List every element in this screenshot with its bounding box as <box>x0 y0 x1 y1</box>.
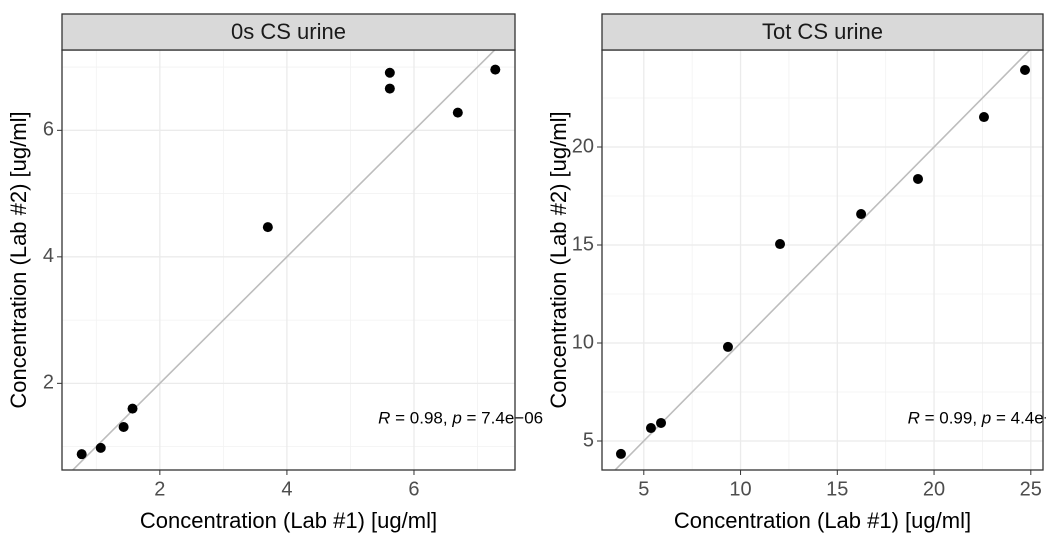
strip <box>61 13 516 51</box>
data-point <box>645 423 656 434</box>
x-tick-label: 25 <box>1020 478 1042 500</box>
x-tick-label: 15 <box>826 478 848 500</box>
data-point <box>490 64 501 75</box>
data-point <box>384 67 395 78</box>
strip <box>601 13 1044 51</box>
data-point <box>262 222 273 233</box>
data-point <box>118 421 129 432</box>
x-tick-label: 4 <box>281 478 292 500</box>
x-tick-label: 6 <box>408 478 419 500</box>
data-point <box>384 83 395 94</box>
y-tick-label: 10 <box>572 331 594 353</box>
strip-title: Tot CS urine <box>762 19 883 44</box>
y-tick-label: 2 <box>43 372 54 394</box>
identity-line <box>614 50 1031 470</box>
x-axis-title: Concentration (Lab #1) [ug/ml] <box>674 508 971 533</box>
y-axis-title: Concentration (Lab #2) [ug/ml] <box>546 111 571 408</box>
y-tick-label: 15 <box>572 233 594 255</box>
data-point <box>76 449 87 460</box>
identity-line <box>71 50 496 470</box>
annotation-part: R <box>378 409 390 428</box>
identity-line-group <box>614 50 1031 470</box>
data-point <box>95 442 106 453</box>
annotation: R = 0.98, p = 7.4e−06 <box>378 409 543 428</box>
annotation-part: p <box>981 409 991 428</box>
data-point <box>1020 64 1031 75</box>
x-axis-title: Concentration (Lab #1) [ug/ml] <box>140 508 437 533</box>
y-tick-label: 6 <box>43 119 54 141</box>
data-point <box>856 209 867 220</box>
data-point <box>722 341 733 352</box>
data-point <box>615 448 626 459</box>
annotation-part: = 0.98, <box>390 409 452 428</box>
x-tick-label: 5 <box>638 478 649 500</box>
annotation-part: = 4.4e−07 <box>991 409 1046 428</box>
data-point <box>912 173 923 184</box>
y-tick-label: 4 <box>43 245 54 267</box>
annotation-part: = 0.99, <box>920 409 982 428</box>
annotation-part: = 7.4e−06 <box>462 409 543 428</box>
x-tick-label: 2 <box>154 478 165 500</box>
data-point <box>775 239 786 250</box>
data-point <box>127 403 138 414</box>
annotation-part: R <box>908 409 920 428</box>
y-tick-label: 5 <box>583 429 594 451</box>
x-tick-label: 20 <box>923 478 945 500</box>
annotation: R = 0.99, p = 4.4e−07 <box>908 409 1046 428</box>
strip-title: 0s CS urine <box>231 19 346 44</box>
data-point <box>656 417 667 428</box>
panel-background <box>62 50 515 470</box>
y-tick-label: 20 <box>572 135 594 157</box>
data-point <box>452 107 463 118</box>
x-tick-label: 10 <box>729 478 751 500</box>
identity-line-group <box>71 50 496 470</box>
y-axis-title: Concentration (Lab #2) [ug/ml] <box>6 111 31 408</box>
annotation-part: p <box>451 409 461 428</box>
data-point <box>978 112 989 123</box>
